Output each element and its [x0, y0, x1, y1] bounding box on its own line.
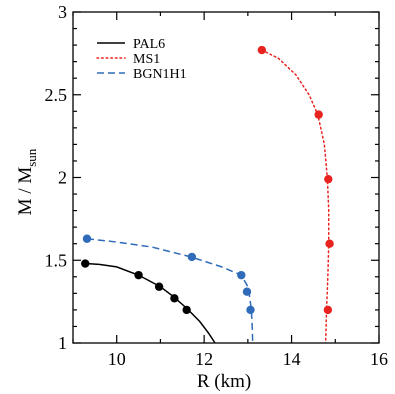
x-tick-label: 12 [195, 349, 213, 369]
data-point-ms1 [314, 110, 323, 119]
data-point-bgn1h1 [246, 305, 255, 315]
data-point-bgn1h1 [237, 270, 246, 280]
y-axis-title-subscript: sun [24, 148, 39, 167]
axes-layer: 10 12 14 16 1 1.5 2 2.5 3 [45, 2, 389, 369]
y-tick-label: 2 [58, 168, 67, 188]
data-point-pal6 [81, 259, 90, 268]
series-line-pal6 [85, 262, 216, 343]
series-line-ms1 [261, 49, 330, 343]
y-tick-label: 1.5 [45, 250, 68, 270]
data-point-pal6 [182, 305, 191, 315]
series-layer [81, 45, 334, 343]
x-tick-label: 16 [370, 349, 388, 369]
x-axis-title: R (km) [197, 371, 251, 392]
data-point-pal6 [134, 270, 143, 280]
legend-label-pal6: PAL6 [133, 37, 165, 52]
data-point-ms1 [257, 45, 267, 55]
data-point-bgn1h1 [82, 234, 92, 243]
y-tick-label: 3 [58, 2, 67, 22]
x-tick-label: 14 [283, 349, 301, 369]
legend-label-ms1: MS1 [133, 52, 160, 67]
y-axis-title-main: M / M [15, 167, 36, 216]
data-point-ms1 [325, 239, 334, 248]
y-tick-label: 1 [58, 333, 67, 353]
y-axis-title: M / Msun [15, 148, 39, 215]
x-tick-label: 10 [108, 349, 126, 369]
data-point-ms1 [324, 174, 333, 184]
y-tick-label: 2.5 [45, 85, 68, 105]
data-point-pal6 [170, 294, 179, 303]
plot-area [81, 45, 334, 343]
data-point-pal6 [154, 282, 164, 291]
legend-label-bgn1h1: BGN1H1 [133, 67, 187, 82]
data-point-bgn1h1 [187, 252, 197, 262]
data-point-ms1 [323, 305, 333, 315]
data-point-bgn1h1 [242, 287, 252, 296]
